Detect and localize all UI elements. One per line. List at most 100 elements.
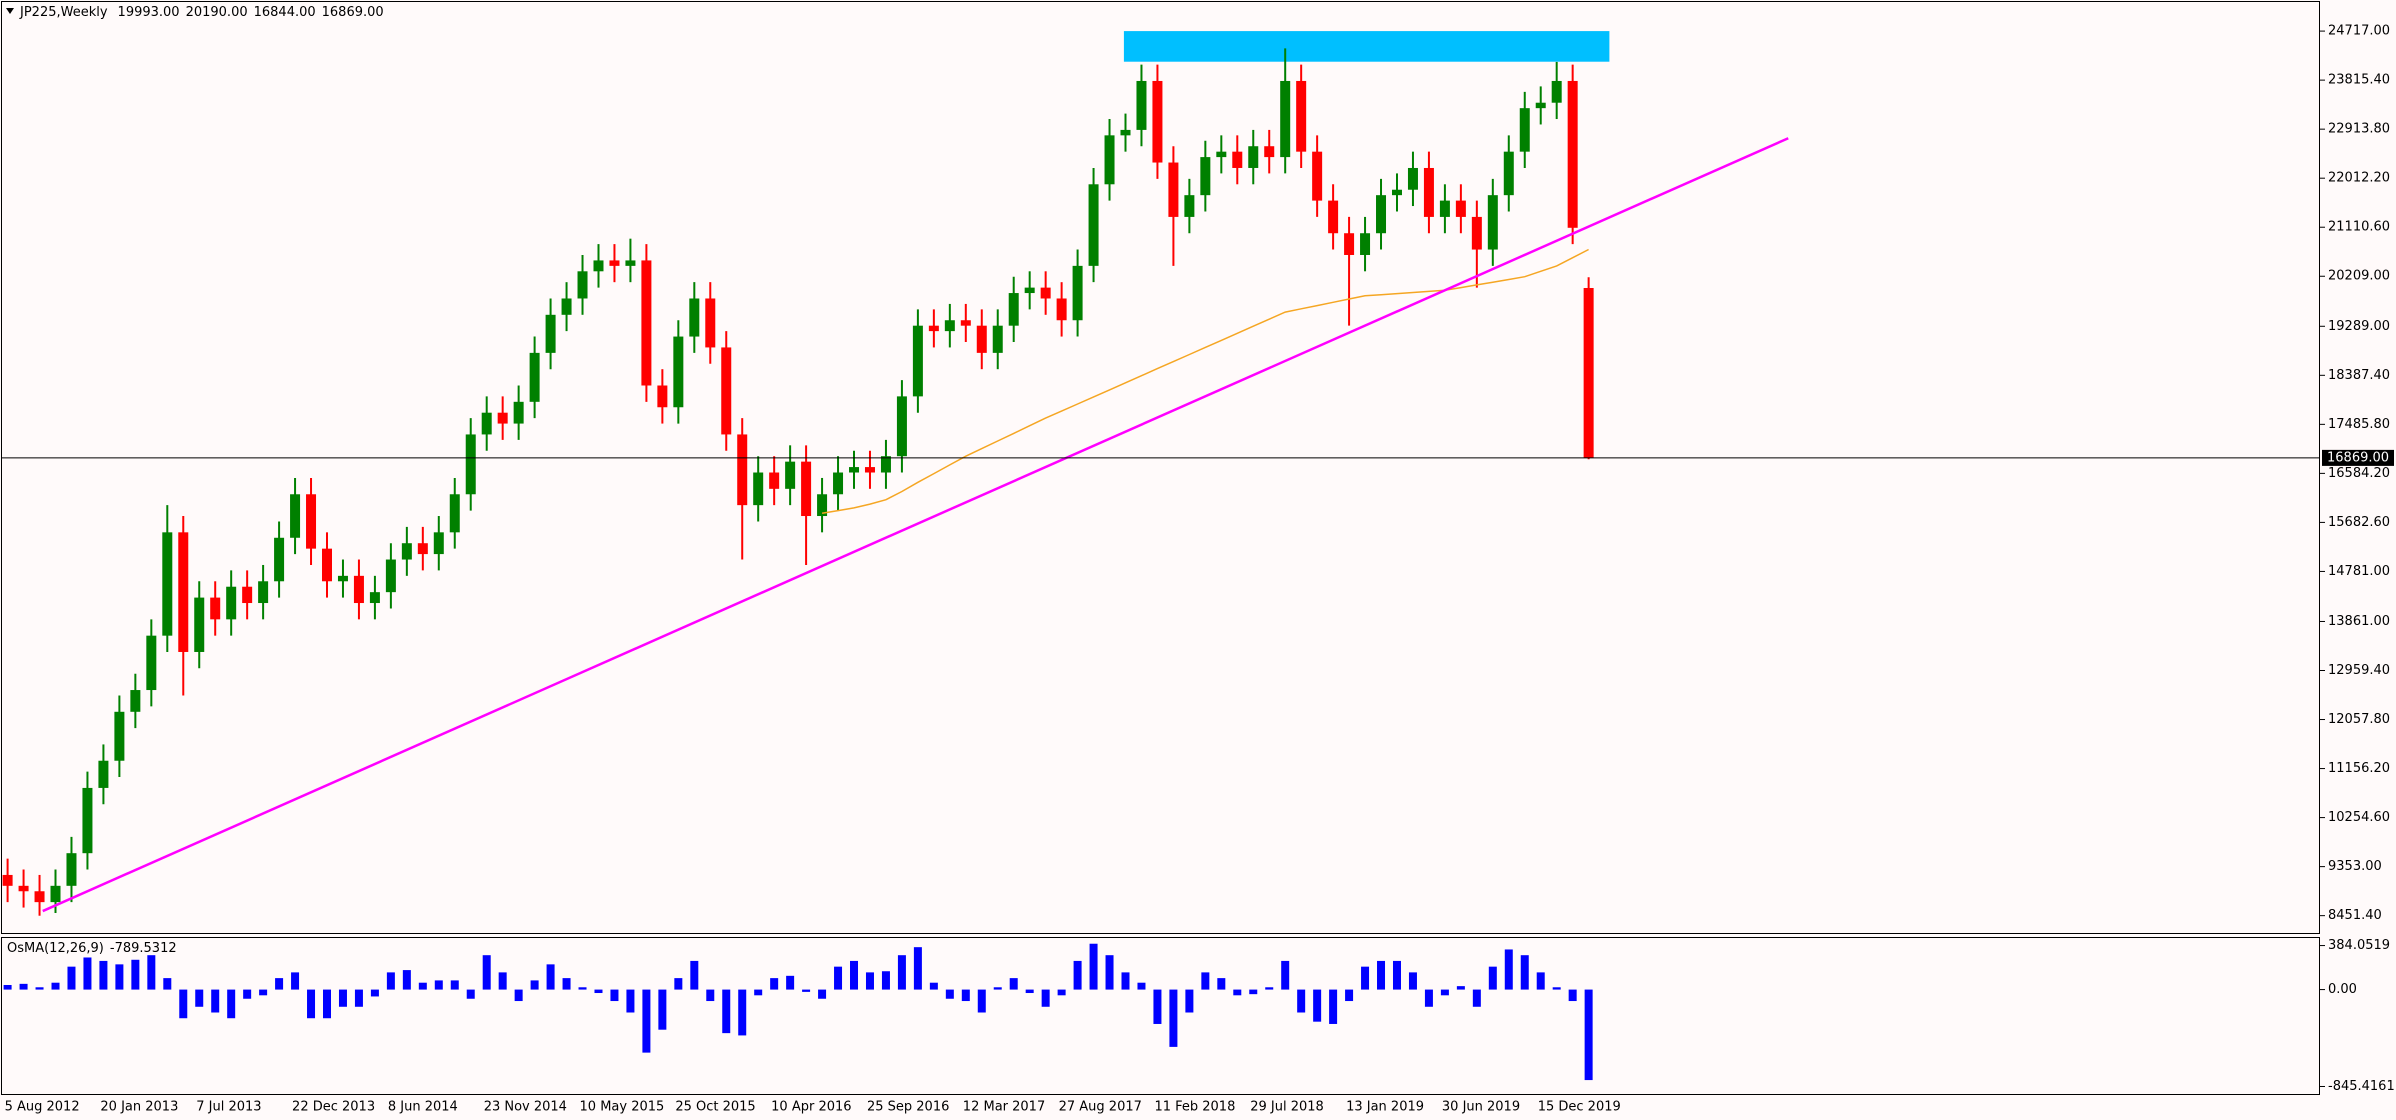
oscillator-bar [35, 987, 44, 990]
candle-body [673, 336, 684, 408]
candle-body [210, 597, 221, 620]
oscillator-bar [1153, 989, 1162, 1024]
candle-body [1471, 216, 1482, 250]
candle-body [1535, 102, 1546, 109]
oscillator-bar [1201, 972, 1210, 990]
oscillator-bar [754, 989, 763, 996]
oscillator-bar [466, 989, 475, 999]
oscillator-name: OsMA(12,26,9) [7, 941, 104, 956]
candle-body [417, 543, 428, 555]
menu-triangle[interactable] [6, 8, 14, 14]
oscillator-bar [227, 989, 236, 1019]
oscillator-bar [945, 989, 954, 999]
oscillator-bar [51, 982, 60, 990]
candle-body [385, 559, 396, 593]
oscillator-bar [498, 972, 507, 990]
candle-body [849, 467, 860, 473]
oscillator-bar [179, 989, 188, 1019]
y-tick-label: 11156.20 [2328, 761, 2390, 776]
candle-body [1168, 162, 1179, 217]
oscillator-bar [338, 989, 347, 1007]
oscillator-bar [1313, 989, 1322, 1022]
oscillator-bar [147, 955, 156, 990]
candle-body [1344, 233, 1355, 255]
y-tick-label: 17485.80 [2328, 417, 2390, 432]
oscillator-bar [1424, 989, 1433, 1007]
oscillator-bar [1472, 989, 1481, 1007]
candle-body [801, 461, 812, 517]
oscillator-bar [67, 966, 76, 990]
candle-body [353, 575, 364, 604]
oscillator-bar [626, 989, 635, 1013]
candle-body [593, 260, 604, 272]
oscillator-bar [690, 960, 699, 990]
oscillator-bar [1504, 949, 1513, 990]
oscillator-bar [1185, 989, 1194, 1013]
oscillator-bar [323, 989, 331, 1019]
y-tick-label: 24717.00 [2328, 24, 2390, 39]
candle-body [1072, 265, 1083, 321]
trendline [42, 137, 1789, 913]
candle-body [1024, 287, 1035, 294]
candle-body [912, 325, 923, 397]
candle-body [1487, 195, 1498, 250]
candle-body [545, 314, 556, 353]
candle-body [1407, 167, 1418, 190]
candle-body [162, 532, 173, 636]
candle-body [1088, 184, 1099, 266]
oscillator-bar [195, 989, 204, 1007]
x-tick-label: 30 Jun 2019 [1442, 1100, 1520, 1115]
x-tick-label: 15 Dec 2019 [1538, 1100, 1621, 1115]
oscillator-bar [450, 980, 459, 990]
oscillator-y-tick-label: -845.4161 [2328, 1079, 2395, 1094]
candle-body [1184, 195, 1195, 217]
candle-body [98, 760, 109, 788]
candle-body [1567, 80, 1578, 228]
candle-body [1136, 80, 1147, 130]
candle-body [290, 494, 301, 538]
candle-body [306, 494, 317, 549]
oscillator-bar [1137, 982, 1146, 990]
y-tick-label: 8451.40 [2328, 908, 2382, 923]
x-tick-label: 12 Mar 2017 [963, 1100, 1045, 1115]
candle-body [737, 434, 748, 506]
oscillator-bar [307, 989, 316, 1019]
candle-body [465, 434, 476, 495]
candle-body [178, 532, 189, 652]
candle-body [1376, 195, 1387, 234]
candle-body [721, 347, 732, 435]
candle-body [1455, 200, 1466, 217]
x-tick-label: 22 Dec 2013 [292, 1100, 375, 1115]
candle-body [1296, 80, 1307, 152]
y-tick-label: 10254.60 [2328, 810, 2390, 825]
oscillator-bar [530, 980, 539, 990]
candle-body [769, 472, 780, 489]
candle-body [1391, 189, 1402, 196]
candle-body [1503, 151, 1514, 196]
oscillator-bar [913, 947, 922, 990]
oscillator-bar [1249, 989, 1258, 995]
plot-layer: 24717.00 23815.40 22913.80 22012.20 21110.60… [2, 24, 2395, 1115]
oscillator-bar [1361, 966, 1370, 990]
oscillator-bar [706, 989, 715, 1002]
oscillator-bar [610, 989, 619, 1002]
candle-body [1008, 293, 1019, 326]
oscillator-bar [1121, 972, 1130, 990]
oscillator-bar [834, 966, 843, 990]
candle-body [944, 320, 955, 332]
oscillator-bar [243, 989, 252, 999]
oscillator-header: OsMA(12,26,9) -789.5312 [7, 941, 177, 956]
oscillator-bar [562, 978, 571, 990]
oscillator-bar [897, 955, 906, 990]
candle-body [864, 467, 875, 473]
candle-body [1328, 200, 1339, 234]
last-high: 20190.00 [186, 5, 248, 20]
oscillator-bar [738, 989, 747, 1036]
oscillator-bar [1536, 972, 1545, 990]
oscillator-y-tick-label: 0.00 [2328, 982, 2357, 997]
candle-body [561, 298, 572, 315]
candle-body [401, 543, 412, 560]
oscillator-panel-border [1, 937, 2320, 1095]
oscillator-bar [1552, 987, 1561, 990]
